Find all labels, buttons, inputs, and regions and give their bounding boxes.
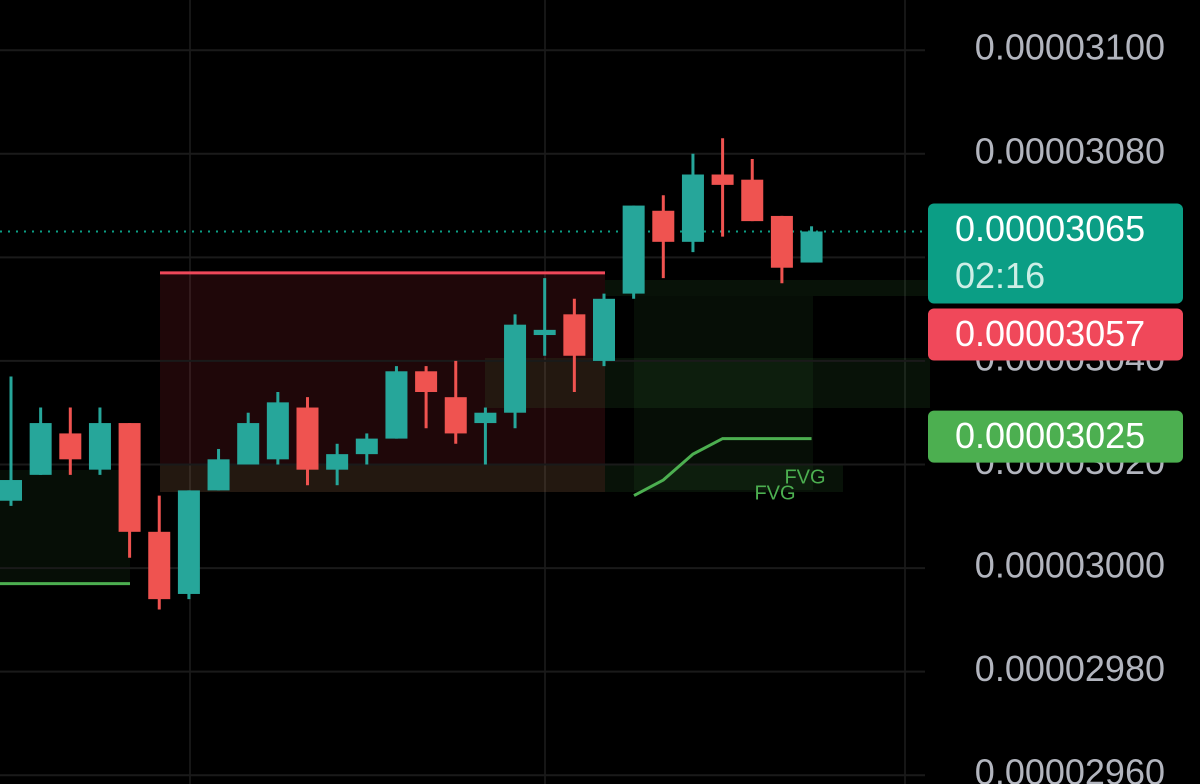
countdown-label: 02:16	[955, 255, 1045, 296]
candle-body	[207, 459, 230, 491]
candle-body	[770, 215, 793, 268]
candle-body	[444, 397, 467, 434]
fvg-zone	[160, 465, 843, 492]
candle-body	[800, 231, 823, 263]
price-tag-label: 0.00003057	[955, 313, 1145, 354]
candle-body	[533, 329, 556, 336]
y-tick-label: 0.00002960	[975, 752, 1165, 784]
candle-body	[385, 371, 408, 439]
candle-body	[711, 174, 734, 185]
fvg-zone	[485, 358, 930, 408]
fvg-label: FVG	[784, 466, 825, 488]
price-tag	[928, 203, 1183, 304]
candle-body	[0, 480, 22, 501]
candle-body	[266, 402, 289, 460]
candle-body	[237, 423, 260, 465]
candle-body	[415, 371, 438, 392]
price-tag-label: 0.00003025	[955, 415, 1145, 456]
candle-body	[59, 433, 82, 460]
resistance-zone	[160, 274, 605, 492]
candle-body	[29, 423, 52, 475]
candle-body	[593, 298, 615, 361]
candle-body	[741, 179, 764, 222]
y-tick-label: 0.00003000	[975, 545, 1165, 586]
candle-body	[474, 412, 497, 424]
price-tag-label: 0.00003065	[955, 208, 1145, 249]
fvg-zone	[634, 296, 813, 490]
fvg-label: FVG	[754, 482, 795, 504]
candle-body	[177, 490, 200, 594]
candle-body	[622, 205, 645, 294]
y-tick-label: 0.00003080	[975, 130, 1165, 171]
candle-body	[504, 324, 527, 413]
fvg-zone	[605, 280, 930, 296]
price-tag	[928, 308, 1183, 361]
candle-body	[326, 454, 349, 470]
y-tick-label: 0.00002980	[975, 648, 1165, 689]
price-tag	[928, 410, 1183, 463]
candle-body	[118, 423, 141, 532]
candle-body	[88, 423, 111, 470]
candle-body	[296, 407, 319, 470]
candle-body	[681, 174, 704, 242]
candle-body	[355, 438, 378, 455]
y-tick-label: 0.00003100	[975, 27, 1165, 68]
candle-body	[563, 314, 586, 356]
candle-body	[148, 531, 171, 600]
candle-body	[652, 210, 675, 242]
fvg-line	[633, 437, 812, 497]
